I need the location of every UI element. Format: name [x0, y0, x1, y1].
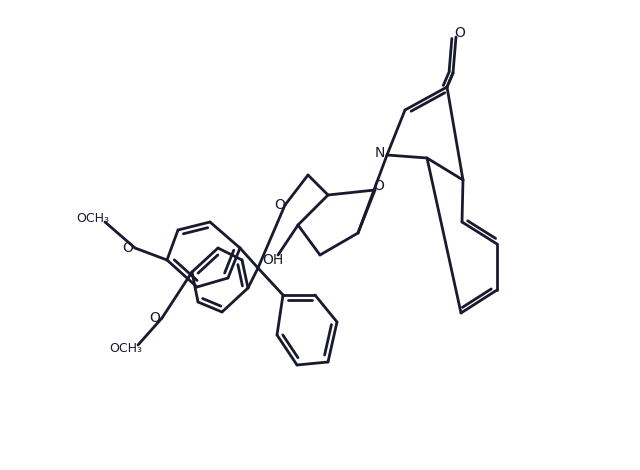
Text: O: O: [374, 179, 385, 193]
Text: O: O: [123, 241, 133, 255]
Text: O: O: [150, 311, 161, 325]
Text: OH: OH: [262, 253, 284, 267]
Text: OCH₃: OCH₃: [77, 212, 109, 225]
Text: O: O: [454, 26, 465, 40]
Text: OCH₃: OCH₃: [109, 343, 143, 355]
Text: N: N: [375, 146, 385, 160]
Text: O: O: [275, 198, 285, 212]
